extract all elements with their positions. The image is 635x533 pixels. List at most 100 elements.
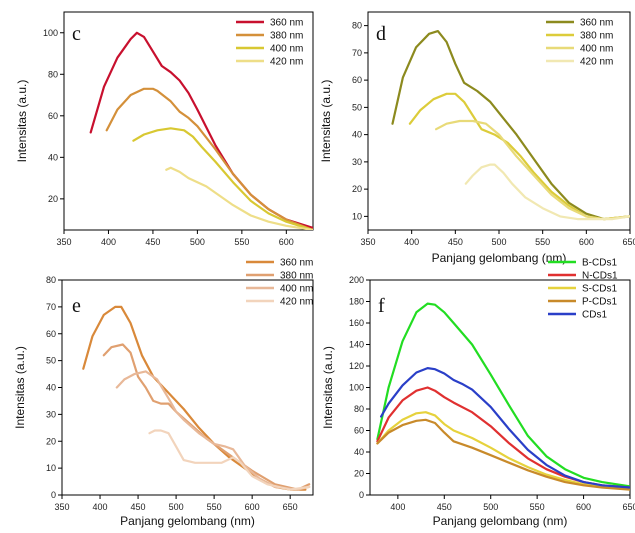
legend-entry: P-CDs1 <box>582 297 617 308</box>
panel-d: 350 400 450 500 550 600 650 10 20 30 40 50 60 70 80 Pan… <box>319 11 635 265</box>
plot-frame <box>63 11 314 231</box>
y-tick-label: 70 <box>352 48 362 58</box>
legend-entry: S-CDs1 <box>582 284 617 295</box>
x-tick-label: 350 <box>54 502 69 512</box>
series-line-cds1 <box>380 367 630 489</box>
x-tick-label: 450 <box>437 502 452 512</box>
x-axis-label: Panjang gelombang (nm) <box>432 251 567 265</box>
legend-entry: 380 nm <box>280 271 313 282</box>
y-tick-label: 180 <box>349 297 364 307</box>
y-tick-label: 100 <box>349 383 364 393</box>
legend-entry: 360 nm <box>580 18 613 29</box>
y-tick-label: 20 <box>46 436 56 446</box>
x-tick-label: 600 <box>279 237 294 247</box>
series-line-360-nm <box>391 30 630 221</box>
x-tick-label: 550 <box>530 502 545 512</box>
x-tick-label: 400 <box>404 237 419 247</box>
x-tick-label: 600 <box>245 502 260 512</box>
y-tick-label: 50 <box>352 102 362 112</box>
series-line-s-cds1 <box>376 411 630 490</box>
legend-entry: B-CDs1 <box>582 258 617 269</box>
y-tick-label: 10 <box>352 211 362 221</box>
y-tick-label: 120 <box>349 361 364 371</box>
x-tick-label: 650 <box>283 502 298 512</box>
legend-entry: 420 nm <box>270 57 303 68</box>
y-axis-label: Intensitas (a.u.) <box>13 346 27 429</box>
series-line-380-nm <box>408 92 630 221</box>
y-tick-label: 50 <box>46 356 56 366</box>
series-line-380-nm <box>105 87 313 230</box>
legend-entry: 360 nm <box>280 258 313 269</box>
x-tick-label: 450 <box>131 502 146 512</box>
legend-entry: 400 nm <box>580 44 613 55</box>
panel-letter: e <box>72 295 81 317</box>
y-tick-label: 40 <box>354 447 364 457</box>
x-tick-label: 500 <box>190 237 205 247</box>
series-line-380-nm <box>102 343 311 491</box>
series-line-420-nm <box>148 429 311 491</box>
x-tick-label: 600 <box>576 502 591 512</box>
x-tick-label: 350 <box>360 237 375 247</box>
x-axis-label: Panjang gelombang (nm) <box>433 514 568 528</box>
y-tick-label: 60 <box>352 75 362 85</box>
series-line-p-cds1 <box>376 418 630 491</box>
legend-entry: 360 nm <box>270 18 303 29</box>
legend-entry: 420 nm <box>280 297 313 308</box>
x-tick-label: 500 <box>483 502 498 512</box>
y-tick-label: 60 <box>48 111 58 121</box>
y-tick-label: 0 <box>359 490 364 500</box>
legend-entry: 420 nm <box>580 57 613 68</box>
y-tick-label: 60 <box>354 426 364 436</box>
series-line-n-cds1 <box>376 386 630 489</box>
y-tick-label: 20 <box>354 469 364 479</box>
y-tick-label: 0 <box>51 490 56 500</box>
y-tick-label: 140 <box>349 340 364 350</box>
series-line-400-nm <box>132 127 313 230</box>
y-tick-label: 20 <box>48 194 58 204</box>
legend: 360 nm 380 nm 400 nm 420 nm <box>546 18 613 68</box>
x-tick-label: 400 <box>390 502 405 512</box>
y-axis-label: Intensitas (a.u.) <box>321 346 335 429</box>
y-tick-label: 30 <box>352 157 362 167</box>
x-tick-label: 600 <box>579 237 594 247</box>
y-tick-label: 20 <box>352 184 362 194</box>
x-tick-label: 650 <box>622 237 635 247</box>
x-tick-label: 500 <box>169 502 184 512</box>
x-tick-label: 550 <box>234 237 249 247</box>
x-tick-label: 500 <box>491 237 506 247</box>
panel-letter: f <box>378 295 385 317</box>
x-tick-label: 400 <box>93 502 108 512</box>
y-tick-label: 60 <box>46 329 56 339</box>
y-tick-label: 80 <box>46 275 56 285</box>
panel-letter: c <box>72 23 81 45</box>
panel-c: 350 400 450 500 550 600 20 40 60 80 100 Intensitas … <box>15 11 314 247</box>
x-tick-label: 450 <box>145 237 160 247</box>
panel-letter: d <box>376 23 386 45</box>
y-tick-label: 40 <box>46 383 56 393</box>
y-tick-label: 10 <box>46 463 56 473</box>
plot-frame <box>61 279 314 496</box>
legend: B-CDs1 N-CDs1 S-CDs1 P-CDs1 CDs1 <box>548 258 618 321</box>
y-tick-label: 40 <box>352 130 362 140</box>
x-tick-label: 550 <box>207 502 222 512</box>
x-tick-label: 550 <box>535 237 550 247</box>
panel-e: 350 400 450 500 550 600 650 0 10 20 30 40 50 60 70 80 Pa… <box>13 258 314 528</box>
y-tick-label: 80 <box>352 21 362 31</box>
series-line-b-cds1 <box>376 302 630 488</box>
legend: 360 nm 380 nm 400 nm 420 nm <box>246 258 313 308</box>
x-tick-label: 400 <box>101 237 116 247</box>
legend-entry: 380 nm <box>270 31 303 42</box>
legend-entry: 380 nm <box>580 31 613 42</box>
legend-entry: 400 nm <box>270 44 303 55</box>
x-tick-label: 450 <box>448 237 463 247</box>
y-tick-label: 80 <box>48 69 58 79</box>
x-tick-label: 650 <box>622 502 635 512</box>
x-axis-label: Panjang gelombang (nm) <box>120 514 255 528</box>
legend-entry: N-CDs1 <box>582 271 618 282</box>
y-tick-label: 200 <box>349 275 364 285</box>
series-line-400-nm <box>115 370 311 491</box>
series-line-420-nm <box>165 166 313 230</box>
series-line-420-nm <box>464 163 630 221</box>
x-tick-label: 350 <box>56 237 71 247</box>
